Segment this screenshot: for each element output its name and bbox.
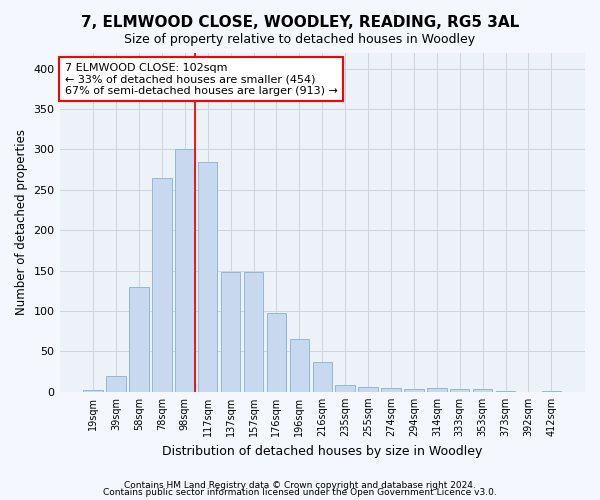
- Text: 7, ELMWOOD CLOSE, WOODLEY, READING, RG5 3AL: 7, ELMWOOD CLOSE, WOODLEY, READING, RG5 …: [81, 15, 519, 30]
- Bar: [358, 387, 378, 392]
- Bar: [404, 388, 424, 392]
- Y-axis label: Number of detached properties: Number of detached properties: [15, 129, 28, 315]
- Bar: [335, 386, 355, 392]
- Bar: [542, 391, 561, 392]
- Text: Contains public sector information licensed under the Open Government Licence v3: Contains public sector information licen…: [103, 488, 497, 497]
- X-axis label: Distribution of detached houses by size in Woodley: Distribution of detached houses by size …: [162, 444, 482, 458]
- Text: 7 ELMWOOD CLOSE: 102sqm
← 33% of detached houses are smaller (454)
67% of semi-d: 7 ELMWOOD CLOSE: 102sqm ← 33% of detache…: [65, 62, 338, 96]
- Bar: [313, 362, 332, 392]
- Bar: [244, 272, 263, 392]
- Bar: [473, 390, 493, 392]
- Bar: [152, 178, 172, 392]
- Bar: [267, 314, 286, 392]
- Bar: [83, 390, 103, 392]
- Text: Contains HM Land Registry data © Crown copyright and database right 2024.: Contains HM Land Registry data © Crown c…: [124, 480, 476, 490]
- Bar: [290, 340, 309, 392]
- Bar: [450, 388, 469, 392]
- Bar: [129, 287, 149, 392]
- Bar: [106, 376, 126, 392]
- Bar: [381, 388, 401, 392]
- Bar: [221, 272, 241, 392]
- Bar: [427, 388, 446, 392]
- Text: Size of property relative to detached houses in Woodley: Size of property relative to detached ho…: [124, 32, 476, 46]
- Bar: [496, 391, 515, 392]
- Bar: [198, 162, 217, 392]
- Bar: [175, 150, 194, 392]
